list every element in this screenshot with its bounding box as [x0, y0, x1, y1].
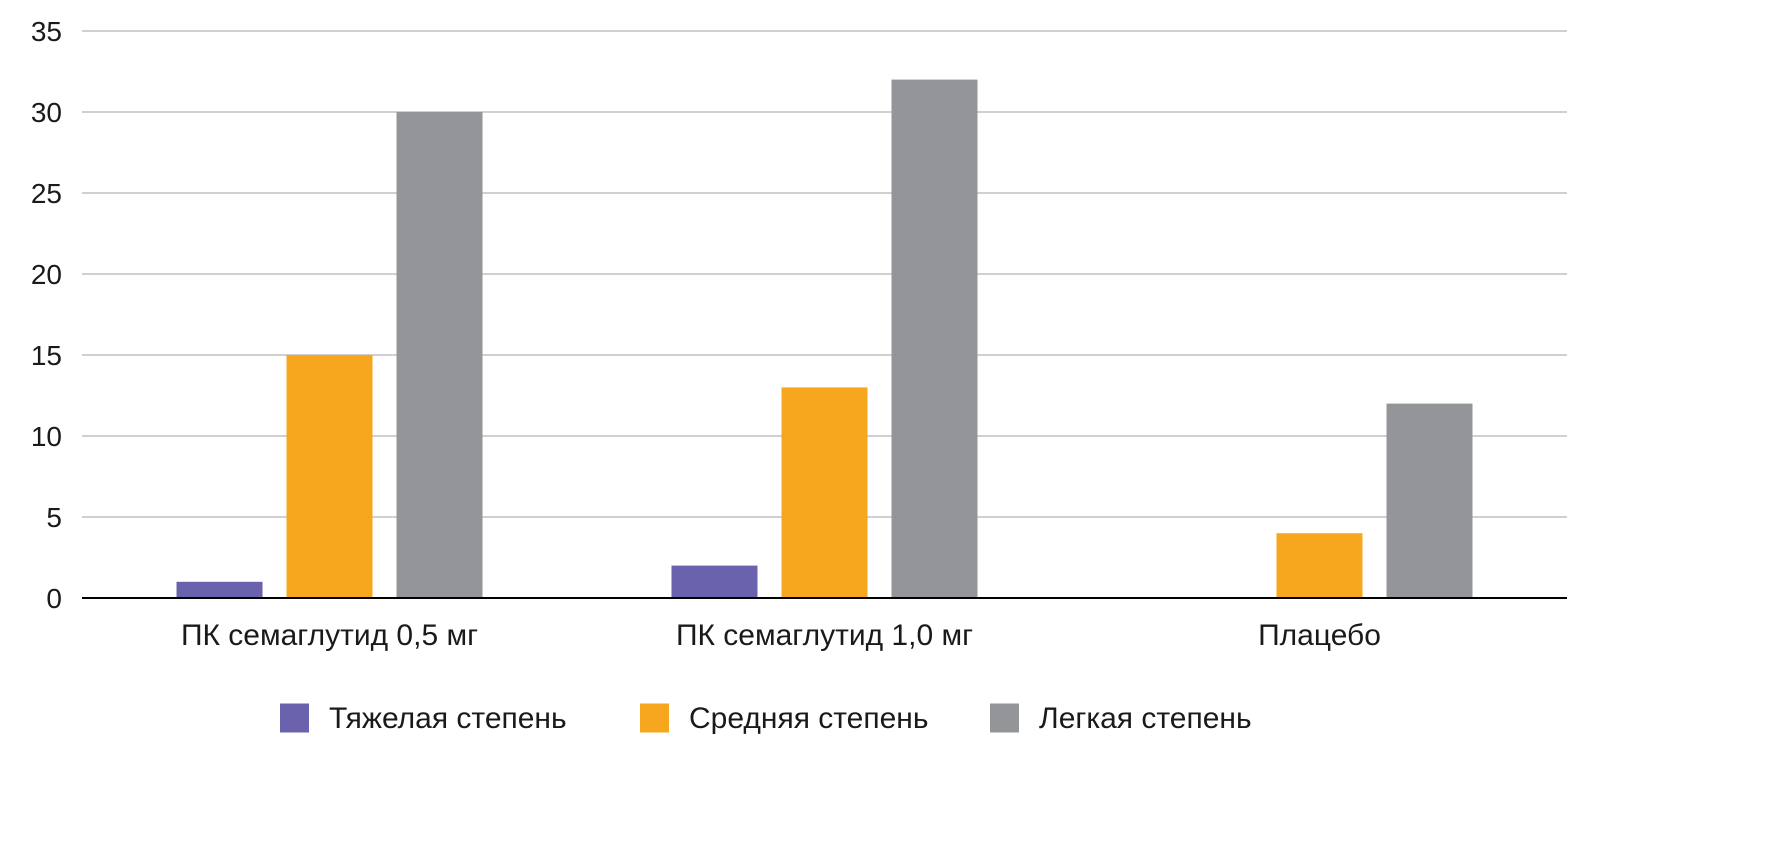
- y-tick-label: 35: [31, 16, 62, 47]
- y-axis-tick-labels: 0 5 10 15 20 25 30 35: [31, 16, 62, 614]
- bar: [891, 79, 978, 599]
- y-tick-label: 5: [46, 502, 62, 533]
- bar: [286, 355, 373, 598]
- x-tick-label: Плацебо: [1258, 619, 1381, 652]
- y-tick-label: 15: [31, 340, 62, 371]
- legend-label: Легкая степень: [1039, 702, 1252, 735]
- legend-label: Средняя степень: [689, 702, 929, 735]
- y-tick-label: 10: [31, 421, 62, 452]
- y-tick-label: 0: [46, 583, 62, 614]
- bar: [176, 581, 263, 598]
- legend: Тяжелая степень Средняя степень Легкая сте…: [280, 702, 1252, 735]
- bar: [781, 387, 868, 598]
- bar: [1386, 403, 1473, 598]
- y-tick-label: 30: [31, 97, 62, 128]
- bar: [1276, 533, 1363, 598]
- legend-swatch: [640, 703, 669, 733]
- bars: [176, 79, 1473, 599]
- legend-swatch: [280, 703, 309, 733]
- bar: [396, 112, 483, 598]
- y-tick-label: 20: [31, 259, 62, 290]
- y-tick-label: 25: [31, 178, 62, 209]
- x-tick-label: ПК семаглутид 1,0 мг: [676, 619, 973, 652]
- legend-swatch: [990, 703, 1019, 733]
- legend-label: Тяжелая степень: [329, 702, 567, 735]
- x-axis-tick-labels: ПК семаглутид 0,5 мг ПК семаглутид 1,0 мг…: [181, 619, 1381, 652]
- bar: [671, 565, 758, 598]
- x-tick-label: ПК семаглутид 0,5 мг: [181, 619, 478, 652]
